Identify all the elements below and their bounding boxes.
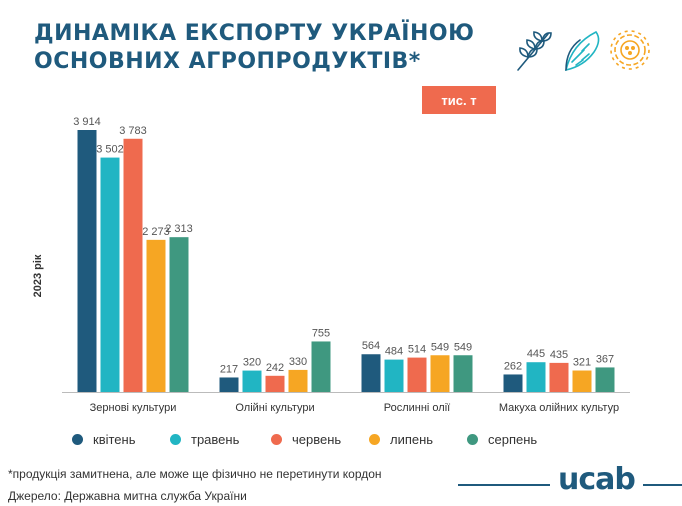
source-note: Джерело: Державна митна служба України <box>8 489 247 503</box>
data-label: 242 <box>266 362 284 374</box>
data-label: 3 783 <box>119 125 147 137</box>
bar-серпень-1 <box>311 341 331 392</box>
bar-червень-0 <box>123 138 143 392</box>
corn-icon <box>564 30 600 72</box>
data-label: 367 <box>596 353 614 365</box>
legend-label: травень <box>191 432 240 447</box>
legend-item-квітень: квітень <box>72 432 170 447</box>
bar-серпень-2 <box>453 355 473 392</box>
bar-квітень-3 <box>503 374 523 392</box>
bar-травень-1 <box>242 370 262 392</box>
category-label: Рослинні олії <box>384 402 450 414</box>
category-label: Олійні культури <box>235 402 314 414</box>
bar-червень-2 <box>407 357 427 392</box>
bar-липень-3 <box>572 370 592 392</box>
legend-item-червень: червень <box>271 432 369 447</box>
bar-травень-0 <box>100 157 120 392</box>
legend-item-липень: липень <box>369 432 467 447</box>
wheat-icon <box>517 31 552 71</box>
chart-legend: квітень травень червень липень серпень <box>72 432 547 447</box>
agro-icons <box>517 30 650 72</box>
data-label: 330 <box>289 356 307 368</box>
bar-серпень-0 <box>169 237 189 392</box>
legend-swatch <box>467 434 478 445</box>
data-label: 3 914 <box>73 116 101 128</box>
data-label: 3 502 <box>96 144 124 156</box>
bar-квітень-1 <box>219 377 239 392</box>
legend-item-серпень: серпень <box>467 432 547 447</box>
bar-травень-2 <box>384 359 404 392</box>
data-label: 435 <box>550 349 568 361</box>
title-line-1: ДИНАМІКА ЕКСПОРТУ УКРАЇНОЮ <box>34 21 475 46</box>
data-label: 755 <box>312 327 330 339</box>
bar-квітень-0 <box>77 130 97 392</box>
data-label: 320 <box>243 357 261 369</box>
sunflower-icon <box>610 30 650 70</box>
y-axis-label: 2023 рік <box>32 254 44 297</box>
bar-серпень-3 <box>595 367 615 392</box>
bar-липень-1 <box>288 369 308 392</box>
legend-label: липень <box>390 432 434 447</box>
legend-swatch <box>72 434 83 445</box>
legend-swatch <box>369 434 380 445</box>
title-line-2: ОСНОВНИХ АГРОПРОДУКТІВ* <box>34 49 421 74</box>
data-label: 2 313 <box>165 223 193 235</box>
data-label: 217 <box>220 363 238 375</box>
category-label: Зернові культури <box>90 402 177 414</box>
unit-badge: тис. т <box>422 86 496 114</box>
chart-title: ДИНАМІКА ЕКСПОРТУ УКРАЇНОЮ ОСНОВНИХ АГРО… <box>34 20 474 76</box>
ucab-logo: ucab <box>550 462 643 498</box>
legend-item-травень: травень <box>170 432 271 447</box>
bar-червень-3 <box>549 362 569 392</box>
legend-label: квітень <box>93 432 136 447</box>
legend-label: серпень <box>488 432 538 447</box>
data-label: 564 <box>362 340 380 352</box>
data-label: 514 <box>408 344 426 356</box>
data-label: 2 273 <box>142 226 170 238</box>
data-label: 549 <box>454 341 472 353</box>
data-label: 484 <box>385 346 403 358</box>
bar-липень-0 <box>146 239 166 392</box>
legend-swatch <box>271 434 282 445</box>
legend-swatch <box>170 434 181 445</box>
bar-квітень-2 <box>361 354 381 392</box>
legend-label: червень <box>292 432 342 447</box>
data-label: 321 <box>573 357 591 369</box>
bar-липень-2 <box>430 355 450 392</box>
category-label: Макуха олійних культур <box>499 402 619 414</box>
data-label: 262 <box>504 360 522 372</box>
bar-травень-3 <box>526 362 546 392</box>
footnote: *продукція замитнена, але може ще фізичн… <box>8 467 382 481</box>
data-label: 445 <box>527 348 545 360</box>
data-label: 549 <box>431 341 449 353</box>
bar-червень-1 <box>265 375 285 392</box>
